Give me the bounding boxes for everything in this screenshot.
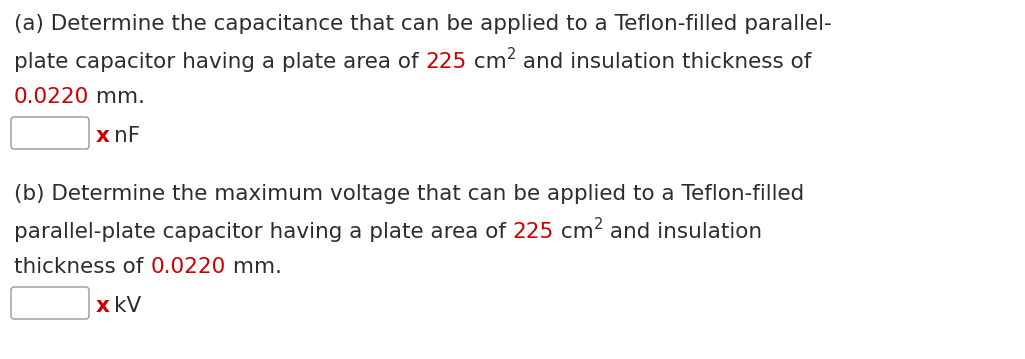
Text: kV: kV — [114, 296, 141, 316]
FancyBboxPatch shape — [11, 287, 89, 319]
Text: mm.: mm. — [89, 87, 146, 107]
Text: 2: 2 — [506, 47, 516, 62]
Text: and insulation thickness of: and insulation thickness of — [516, 52, 811, 72]
Text: (b) Determine the maximum voltage that can be applied to a Teflon-filled: (b) Determine the maximum voltage that c… — [14, 184, 805, 204]
Text: x: x — [96, 126, 110, 146]
Text: mm.: mm. — [226, 257, 282, 277]
Text: cm: cm — [466, 52, 506, 72]
Text: 225: 225 — [512, 222, 555, 242]
Text: and insulation: and insulation — [604, 222, 763, 242]
Text: 225: 225 — [425, 52, 466, 72]
Text: 0.0220: 0.0220 — [151, 257, 226, 277]
Text: (a) Determine the capacitance that can be applied to a Teflon-filled parallel-: (a) Determine the capacitance that can b… — [14, 14, 831, 34]
Text: parallel-plate capacitor having a plate area of: parallel-plate capacitor having a plate … — [14, 222, 512, 242]
FancyBboxPatch shape — [11, 117, 89, 149]
Text: nF: nF — [114, 126, 140, 146]
Text: plate capacitor having a plate area of: plate capacitor having a plate area of — [14, 52, 425, 72]
Text: cm: cm — [555, 222, 593, 242]
Text: x: x — [96, 296, 110, 316]
Text: thickness of: thickness of — [14, 257, 151, 277]
Text: 2: 2 — [593, 217, 604, 232]
Text: 0.0220: 0.0220 — [14, 87, 89, 107]
